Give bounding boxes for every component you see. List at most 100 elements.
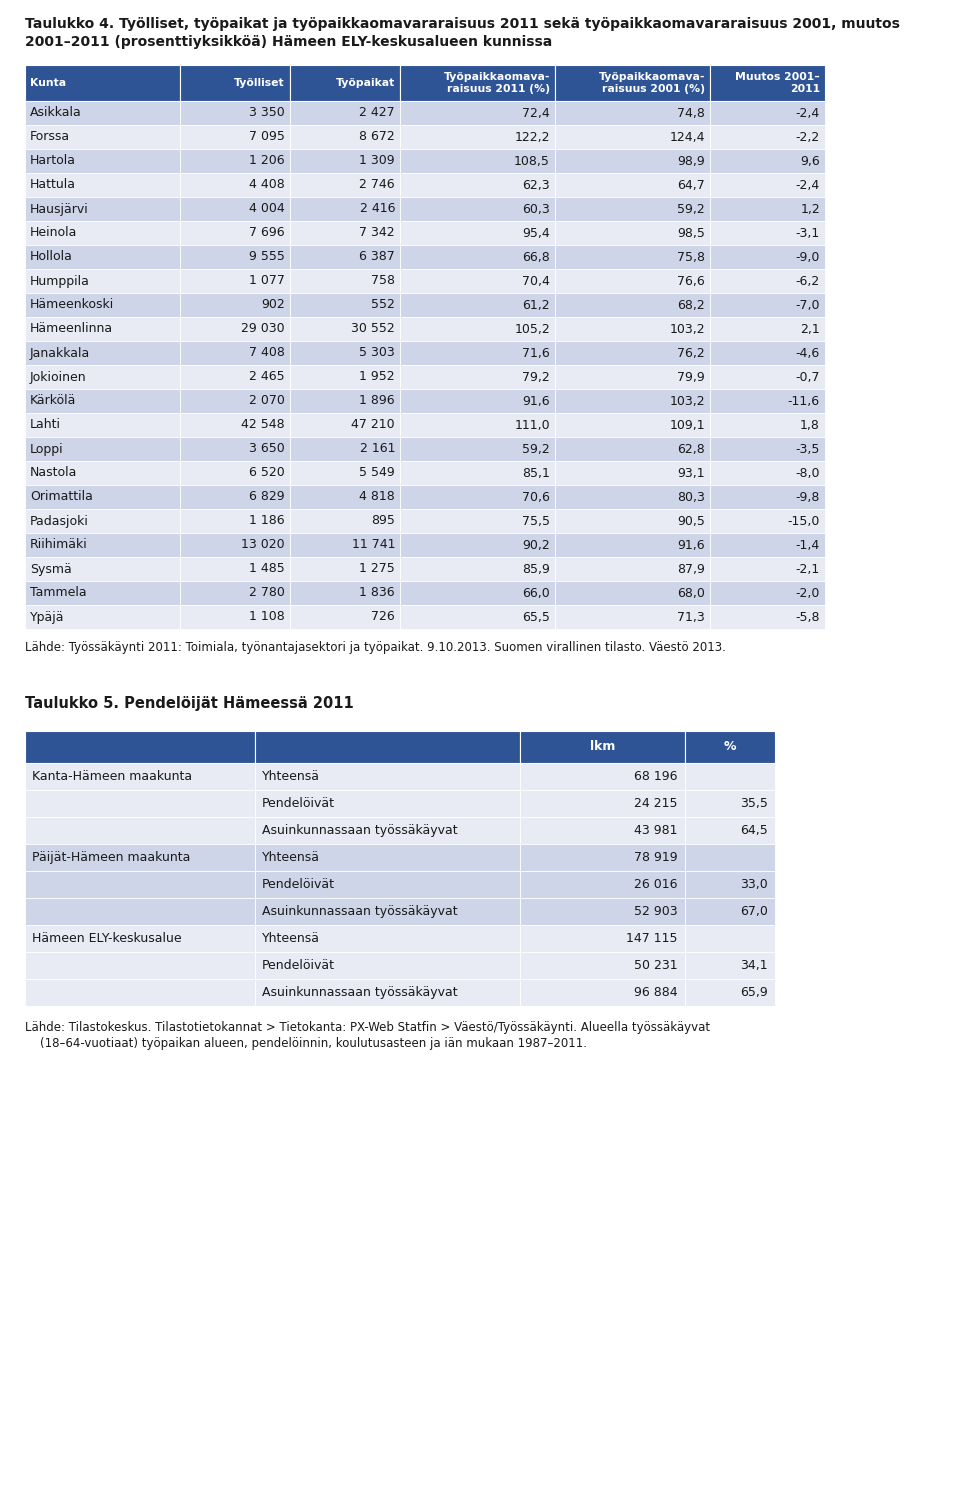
Text: 42 548: 42 548 — [241, 418, 285, 432]
Text: Padasjoki: Padasjoki — [30, 515, 89, 528]
Text: 1 485: 1 485 — [250, 563, 285, 575]
Text: 75,5: 75,5 — [522, 515, 550, 528]
Bar — [685, 871, 775, 898]
Text: Hollola: Hollola — [30, 250, 73, 264]
Bar — [290, 174, 400, 198]
Text: Janakkala: Janakkala — [30, 347, 90, 359]
Text: 1 275: 1 275 — [359, 563, 395, 575]
Text: Työpaikkaomava-
raisuus 2001 (%): Työpaikkaomava- raisuus 2001 (%) — [598, 72, 705, 94]
Bar — [180, 413, 290, 438]
Text: -8,0: -8,0 — [796, 466, 820, 480]
Text: 64,7: 64,7 — [677, 178, 705, 192]
Text: 59,2: 59,2 — [677, 202, 705, 216]
Bar — [180, 198, 290, 220]
Text: 67,0: 67,0 — [740, 905, 768, 917]
Text: 5 303: 5 303 — [359, 347, 395, 359]
Text: 4 408: 4 408 — [250, 178, 285, 192]
Bar — [25, 389, 180, 413]
Bar — [400, 125, 555, 149]
Text: 91,6: 91,6 — [522, 394, 550, 407]
Bar — [255, 979, 520, 1007]
Bar — [290, 365, 400, 389]
Bar — [710, 462, 825, 484]
Text: -2,0: -2,0 — [796, 587, 820, 599]
Bar — [25, 557, 180, 581]
Bar — [710, 557, 825, 581]
Text: 7 408: 7 408 — [250, 347, 285, 359]
Text: Pendelöivät: Pendelöivät — [262, 797, 335, 810]
Text: Taulukko 4. Työlliset, työpaikat ja työpaikkaomavararaisuus 2011 sekä työpaikkao: Taulukko 4. Työlliset, työpaikat ja työp… — [25, 17, 900, 32]
Bar — [555, 533, 710, 557]
Bar — [25, 438, 180, 462]
Bar — [400, 269, 555, 293]
Bar — [180, 220, 290, 244]
Bar — [520, 979, 685, 1007]
Bar — [290, 293, 400, 317]
Text: -15,0: -15,0 — [787, 515, 820, 528]
Bar — [555, 269, 710, 293]
Bar — [710, 605, 825, 629]
Bar — [555, 220, 710, 244]
Bar — [25, 925, 255, 952]
Bar — [25, 293, 180, 317]
Text: Kärkölä: Kärkölä — [30, 394, 77, 407]
Text: 98,9: 98,9 — [677, 154, 705, 167]
Bar — [710, 389, 825, 413]
Bar — [290, 341, 400, 365]
Bar — [710, 533, 825, 557]
Bar — [400, 413, 555, 438]
Text: Työlliset: Työlliset — [234, 78, 285, 88]
Text: 66,8: 66,8 — [522, 250, 550, 264]
Text: 7 342: 7 342 — [359, 226, 395, 240]
Bar — [290, 605, 400, 629]
Text: 34,1: 34,1 — [740, 960, 768, 972]
Text: Lahti: Lahti — [30, 418, 61, 432]
Text: 105,2: 105,2 — [515, 323, 550, 335]
Bar — [520, 844, 685, 871]
Text: Loppi: Loppi — [30, 442, 63, 456]
Bar — [180, 438, 290, 462]
Text: 78 919: 78 919 — [635, 851, 678, 865]
Bar — [180, 365, 290, 389]
Bar — [520, 764, 685, 791]
Bar — [290, 220, 400, 244]
Bar — [555, 125, 710, 149]
Text: Asuinkunnassaan työssäkäyvat: Asuinkunnassaan työssäkäyvat — [262, 824, 458, 837]
Text: 61,2: 61,2 — [522, 299, 550, 311]
Text: 65,9: 65,9 — [740, 985, 768, 999]
Text: 108,5: 108,5 — [515, 154, 550, 167]
Text: Tammela: Tammela — [30, 587, 86, 599]
Text: 65,5: 65,5 — [522, 611, 550, 623]
Text: Hämeenkoski: Hämeenkoski — [30, 299, 114, 311]
Text: Hämeen ELY-keskusalue: Hämeen ELY-keskusalue — [32, 933, 181, 945]
Bar — [290, 101, 400, 125]
Bar — [400, 509, 555, 533]
Text: 13 020: 13 020 — [241, 539, 285, 551]
Text: Kunta: Kunta — [30, 78, 66, 88]
Text: 68,2: 68,2 — [677, 299, 705, 311]
Text: 2 427: 2 427 — [359, 107, 395, 119]
Text: 79,9: 79,9 — [677, 371, 705, 383]
Text: 1,2: 1,2 — [801, 202, 820, 216]
Text: 1 206: 1 206 — [250, 154, 285, 167]
Bar — [290, 413, 400, 438]
Text: 33,0: 33,0 — [740, 878, 768, 890]
Text: 24 215: 24 215 — [635, 797, 678, 810]
Bar — [400, 244, 555, 269]
Text: 71,6: 71,6 — [522, 347, 550, 359]
Bar — [290, 557, 400, 581]
Bar — [710, 438, 825, 462]
Bar — [290, 125, 400, 149]
Text: 1 836: 1 836 — [359, 587, 395, 599]
Text: (18–64-vuotiaat) työpaikan alueen, pendelöinnin, koulutusasteen ja iän mukaan 19: (18–64-vuotiaat) työpaikan alueen, pende… — [40, 1037, 587, 1050]
Text: 98,5: 98,5 — [677, 226, 705, 240]
Bar — [180, 244, 290, 269]
Bar — [710, 341, 825, 365]
Bar — [555, 557, 710, 581]
Bar — [290, 484, 400, 509]
Text: 552: 552 — [372, 299, 395, 311]
Text: 124,4: 124,4 — [669, 130, 705, 143]
Bar — [25, 509, 180, 533]
Text: 70,6: 70,6 — [522, 490, 550, 504]
Bar — [25, 317, 180, 341]
